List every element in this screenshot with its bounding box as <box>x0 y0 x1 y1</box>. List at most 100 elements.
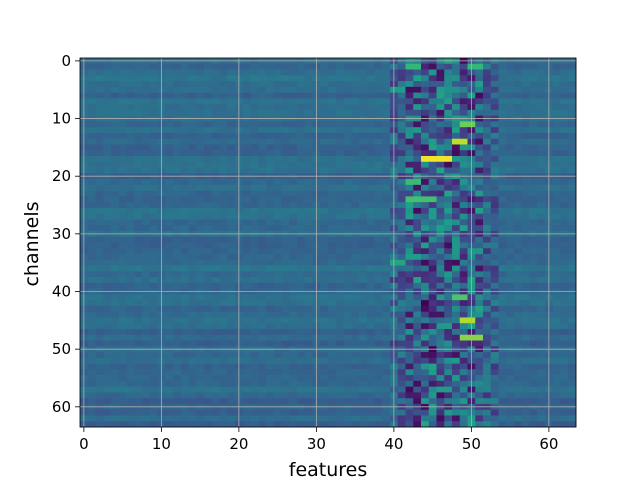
heatmap-cell <box>413 369 422 376</box>
heatmap-cell <box>126 190 135 197</box>
heatmap-cell <box>351 271 360 278</box>
heatmap-cell <box>328 184 337 191</box>
heatmap-cell <box>506 138 515 145</box>
heatmap-cell <box>304 63 313 70</box>
heatmap-cell <box>242 282 251 289</box>
heatmap-cell <box>560 357 569 364</box>
heatmap-cell <box>320 225 329 232</box>
heatmap-cell <box>366 254 375 261</box>
heatmap-cell <box>560 380 569 387</box>
heatmap-cell <box>111 305 120 313</box>
heatmap-cell <box>552 409 561 416</box>
heatmap-cell <box>351 311 360 318</box>
heatmap-cell <box>219 363 228 370</box>
heatmap-cell <box>281 300 290 307</box>
heatmap-cell <box>359 421 368 428</box>
y-tick-label: 20 <box>52 167 71 185</box>
heatmap-cell <box>421 421 430 428</box>
heatmap-cell <box>211 219 220 226</box>
heatmap-cell <box>405 392 414 399</box>
heatmap-cell <box>297 202 306 209</box>
heatmap-cell <box>514 236 523 243</box>
heatmap-cell <box>111 323 120 330</box>
heatmap-cell <box>297 236 306 243</box>
heatmap-cell <box>196 75 205 82</box>
heatmap-cell <box>444 415 453 422</box>
heatmap-cell <box>304 132 313 140</box>
heatmap-cell <box>87 75 96 82</box>
heatmap-cell <box>173 357 182 364</box>
heatmap-cell <box>95 69 104 76</box>
heatmap-cell <box>219 86 228 93</box>
heatmap-cell <box>537 317 546 324</box>
heatmap-cell <box>188 392 197 399</box>
heatmap-cell <box>374 305 383 313</box>
heatmap-cell <box>382 132 391 140</box>
heatmap-cell <box>436 104 445 111</box>
heatmap-cell <box>405 369 414 376</box>
heatmap-cell <box>204 265 213 272</box>
heatmap-cell <box>227 415 236 422</box>
heatmap-cell <box>374 271 383 278</box>
heatmap-cell <box>459 98 468 105</box>
heatmap-cell <box>196 150 205 157</box>
heatmap-cell <box>219 92 228 99</box>
heatmap-cell <box>196 421 205 428</box>
heatmap-cell <box>366 138 375 145</box>
heatmap-cell <box>126 127 135 134</box>
heatmap-cell <box>118 334 127 341</box>
heatmap-cell <box>142 334 151 341</box>
heatmap-cell <box>475 236 484 243</box>
heatmap-cell <box>281 75 290 82</box>
heatmap-cell <box>250 196 259 203</box>
heatmap-cell <box>204 294 213 301</box>
heatmap-cell <box>211 179 220 186</box>
heatmap-cell <box>568 363 577 370</box>
heatmap-cell <box>529 184 538 191</box>
heatmap-cell <box>126 259 135 266</box>
heatmap-cell <box>436 167 445 174</box>
heatmap-cell <box>413 213 422 220</box>
heatmap-cell <box>304 398 313 405</box>
heatmap-cell <box>211 225 220 232</box>
heatmap-cell <box>328 415 337 422</box>
heatmap-cell <box>87 127 96 134</box>
heatmap-cell <box>421 161 430 168</box>
heatmap-cell <box>149 138 158 145</box>
heatmap-cell <box>219 409 228 416</box>
heatmap-cell <box>219 236 228 243</box>
heatmap-cell <box>506 369 515 376</box>
heatmap-cell <box>149 259 158 266</box>
heatmap-cell <box>397 202 406 209</box>
heatmap-cell <box>211 156 220 163</box>
heatmap-cell <box>374 409 383 416</box>
heatmap-cell <box>359 409 368 416</box>
heatmap-cell <box>258 363 267 370</box>
heatmap-cell <box>250 334 259 341</box>
heatmap-cell <box>351 392 360 399</box>
heatmap-cell <box>118 398 127 405</box>
heatmap-cell <box>506 282 515 289</box>
heatmap-cell <box>343 415 352 422</box>
heatmap-cell <box>514 219 523 226</box>
heatmap-cell <box>304 81 313 88</box>
heatmap-cell <box>359 69 368 76</box>
heatmap-cell <box>103 63 112 70</box>
heatmap-cell <box>335 421 344 428</box>
heatmap-cell <box>413 305 422 313</box>
heatmap-cell <box>196 248 205 255</box>
heatmap-cell <box>397 300 406 307</box>
heatmap-cell <box>87 81 96 88</box>
heatmap-cell <box>405 363 414 370</box>
heatmap-cell <box>95 392 104 399</box>
heatmap-cell <box>405 127 414 134</box>
heatmap-cell <box>405 311 414 318</box>
heatmap-cell <box>436 242 445 249</box>
heatmap-cell <box>335 277 344 284</box>
heatmap-cell <box>413 104 422 111</box>
heatmap-cell <box>95 352 104 359</box>
heatmap-cell <box>359 138 368 145</box>
heatmap-cell <box>134 340 143 347</box>
heatmap-cell <box>459 300 468 307</box>
heatmap-cell <box>351 236 360 243</box>
